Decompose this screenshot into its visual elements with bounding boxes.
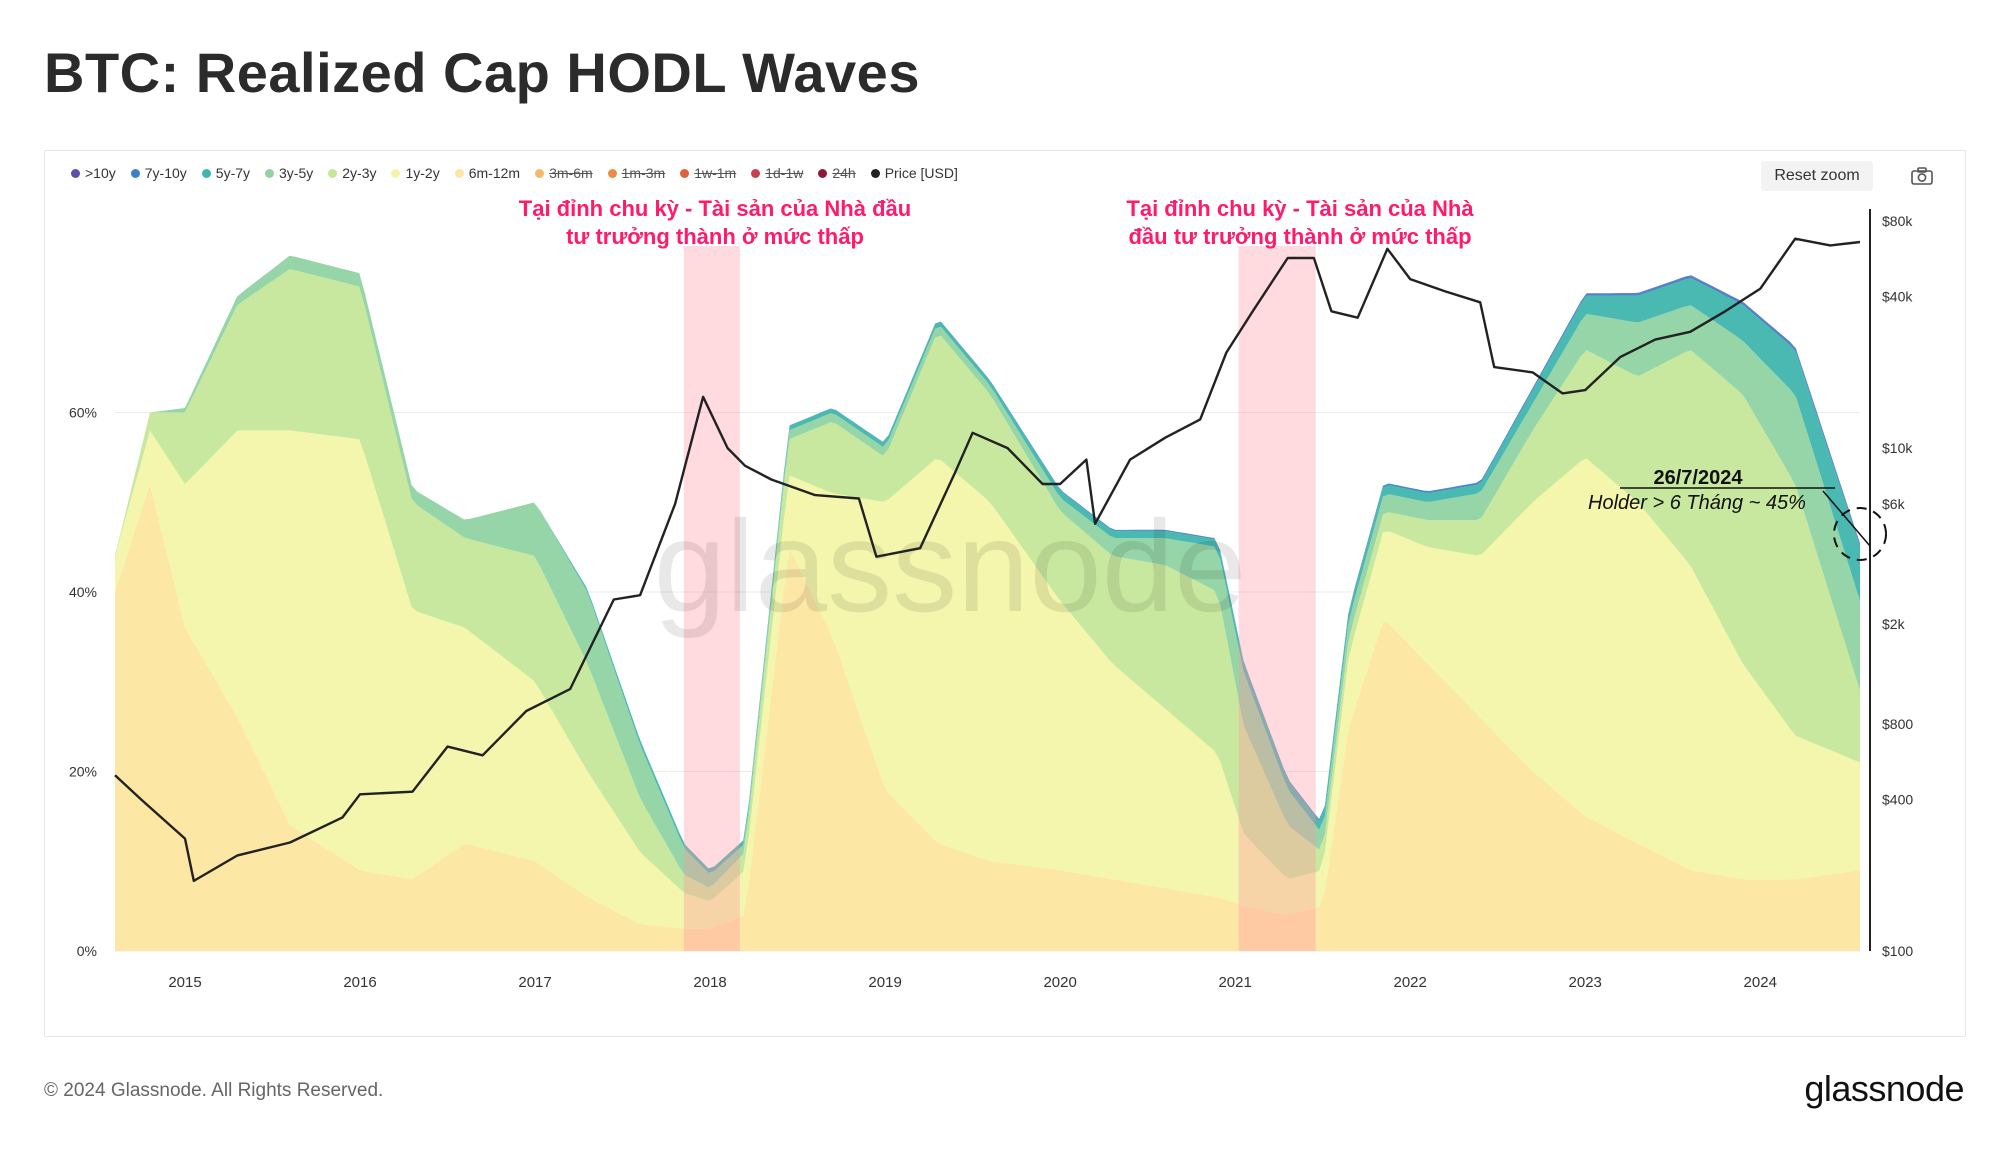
legend-dot-icon — [391, 168, 401, 178]
legend-item[interactable]: 3y-5y — [265, 165, 313, 181]
y-right-tick-label: $80k — [1882, 213, 1913, 229]
y-right-tick-label: $6k — [1882, 496, 1906, 512]
reset-zoom-button[interactable]: Reset zoom — [1761, 161, 1873, 191]
y-left-tick-label: 0% — [77, 943, 97, 959]
legend-item[interactable]: Price [USD] — [870, 165, 958, 181]
legend-label: 1m-3m — [621, 165, 666, 181]
y-left-tick-label: 40% — [69, 584, 97, 600]
x-tick-label: 2018 — [693, 974, 726, 991]
area-series-5y-7y — [115, 255, 1860, 873]
cycle-top-annotation: Tại đỉnh chu kỳ - Tài sản của Nhà — [1126, 196, 1474, 221]
x-tick-label: 2017 — [518, 974, 551, 991]
chart-container: >10y 7y-10y 5y-7y 3y-5y 2y-3y 1y-2y 6m-12m 3m-6… — [44, 150, 1966, 1037]
hodl-waves-chart: glassnode 0% 20% 40% 60% $100 $400 $800 $2k $6k $1… — [69, 196, 1913, 991]
cycle-top-annotation: tư trưởng thành ở mức thấp — [566, 224, 864, 249]
legend-dot-icon — [328, 168, 338, 178]
x-tick-label: 2023 — [1569, 974, 1602, 991]
legend-item[interactable]: 1m-3m — [607, 165, 666, 181]
chart-legend: >10y 7y-10y 5y-7y 3y-5y 2y-3y 1y-2y 6m-12m 3m-6… — [71, 165, 973, 181]
page-title: BTC: Realized Cap HODL Waves — [44, 41, 920, 104]
x-tick-label: 2015 — [168, 974, 201, 991]
legend-item[interactable]: 5y-7y — [201, 165, 251, 181]
legend-item[interactable]: >10y — [71, 165, 116, 181]
y-right-tick-label: $10k — [1882, 440, 1913, 456]
x-tick-label: 2019 — [868, 974, 901, 991]
legend-label: 7y-10y — [144, 165, 187, 181]
camera-icon[interactable] — [1911, 167, 1933, 185]
area-series-3y-5y — [115, 255, 1860, 888]
legend-item[interactable]: 6m-12m — [454, 165, 521, 181]
legend-label: 6m-12m — [468, 165, 521, 181]
legend-label: 3m-6m — [549, 165, 593, 181]
legend-label: 1d-1w — [765, 165, 804, 181]
area-series-1y-2y — [115, 430, 1860, 929]
y-right-tick-label: $400 — [1882, 792, 1913, 808]
x-tick-label: 2016 — [343, 974, 376, 991]
y-right-tick-label: $800 — [1882, 716, 1913, 732]
x-tick-label: 2020 — [1043, 974, 1076, 991]
legend-label: Price [USD] — [884, 165, 958, 181]
legend-label: 3y-5y — [279, 165, 314, 181]
legend-dot-icon — [607, 168, 617, 178]
legend-item[interactable]: 24h — [818, 165, 856, 181]
legend-dot-icon — [71, 168, 80, 178]
area-series-2y-3y — [115, 269, 1860, 901]
highlight-circle — [1833, 507, 1887, 561]
legend-item[interactable]: 3m-6m — [535, 165, 593, 181]
watermark: glassnode — [654, 493, 1247, 639]
legend-label: 1w-1m — [694, 165, 737, 181]
legend-dot-icon — [130, 168, 140, 178]
x-tick-label: 2021 — [1218, 974, 1251, 991]
legend-dot-icon — [818, 168, 828, 178]
brand-logo-text: glassnode — [1804, 1068, 1964, 1109]
annotation-arrow — [1822, 490, 1871, 547]
legend-item[interactable]: 1w-1m — [680, 165, 736, 181]
y-right-tick-label: $40k — [1882, 289, 1913, 305]
legend-label: 5y-7y — [215, 165, 251, 181]
cycle-top-band — [683, 246, 740, 951]
legend-item[interactable]: 1y-2y — [391, 165, 440, 181]
date-annotation: 26/7/2024 — [1654, 467, 1744, 489]
x-tick-label: 2024 — [1744, 974, 1777, 991]
x-tick-label: 2022 — [1393, 974, 1426, 991]
area-series-6m-12m — [115, 484, 1860, 951]
legend-item[interactable]: 1d-1w — [751, 165, 803, 181]
cycle-top-band — [1238, 246, 1316, 951]
legend-dot-icon — [454, 168, 464, 178]
copyright-text: © 2024 Glassnode. All Rights Reserved. — [44, 1080, 384, 1101]
legend-label: 2y-3y — [342, 165, 377, 181]
legend-dot-icon — [201, 168, 211, 178]
legend-label: 24h — [832, 165, 856, 181]
y-right-tick-label: $100 — [1882, 943, 1913, 959]
legend-label: 1y-2y — [405, 165, 440, 181]
legend-item[interactable]: 2y-3y — [328, 165, 376, 181]
legend-dot-icon — [751, 168, 761, 178]
cycle-top-annotation: Tại đỉnh chu kỳ - Tài sản của Nhà đầu — [519, 196, 911, 221]
y-right-tick-label: $2k — [1882, 616, 1906, 632]
y-left-tick-label: 20% — [69, 763, 97, 779]
legend-label: >10y — [85, 165, 116, 181]
legend-dot-icon — [680, 168, 690, 178]
legend-dot-icon — [265, 168, 275, 178]
legend-dot-icon — [870, 168, 880, 178]
price-line — [114, 237, 1861, 883]
cycle-top-annotation: đầu tư trưởng thành ở mức thấp — [1128, 224, 1471, 249]
legend-dot-icon — [535, 168, 545, 178]
legend-item[interactable]: 7y-10y — [130, 165, 187, 181]
holder-annotation: Holder > 6 Tháng ~ 45% — [1588, 492, 1806, 514]
y-left-tick-label: 60% — [69, 404, 97, 420]
